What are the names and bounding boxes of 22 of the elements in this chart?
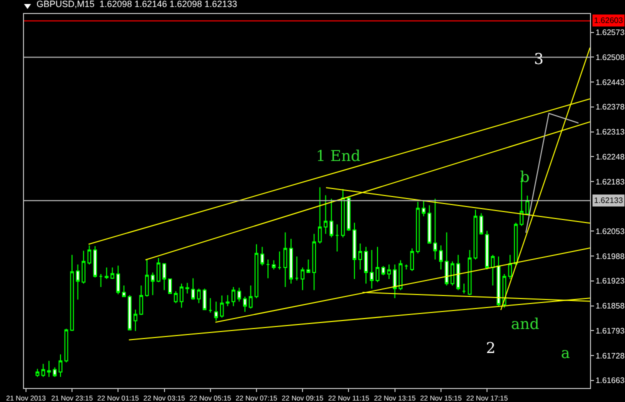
ref-line-label: 1.62133 [594, 196, 624, 205]
y-tick-label: 1.62573 [596, 28, 625, 38]
y-tick-label: 1.61793 [596, 326, 625, 336]
y-tick-label: 1.62053 [596, 227, 625, 236]
y-tick-label: 1.62313 [596, 128, 625, 137]
y-tick-label: 1.61663 [596, 376, 625, 386]
y-tick-label: 1.61988 [596, 252, 625, 261]
annotation: 1 End [316, 147, 361, 165]
annotation: 2 [486, 339, 496, 357]
ref-line-label: 1.62603 [594, 16, 624, 25]
y-tick-label: 1.62183 [596, 177, 625, 186]
y-tick-label: 1.61923 [596, 276, 625, 286]
annotation: b [520, 168, 530, 186]
y-tick-label: 1.62443 [596, 78, 625, 87]
annotation: a [561, 344, 570, 362]
chart-title: GBPUSD,M15 1.62098 1.62146 1.62098 1.62133 [36, 0, 238, 10]
annotation: and [511, 315, 540, 333]
y-tick-label: 1.62508 [596, 53, 625, 62]
y-tick-label: 1.62248 [596, 152, 625, 162]
y-tick-label: 1.62378 [596, 102, 625, 112]
y-tick-label: 1.61728 [596, 351, 625, 360]
y-tick-label: 1.61858 [596, 302, 625, 311]
